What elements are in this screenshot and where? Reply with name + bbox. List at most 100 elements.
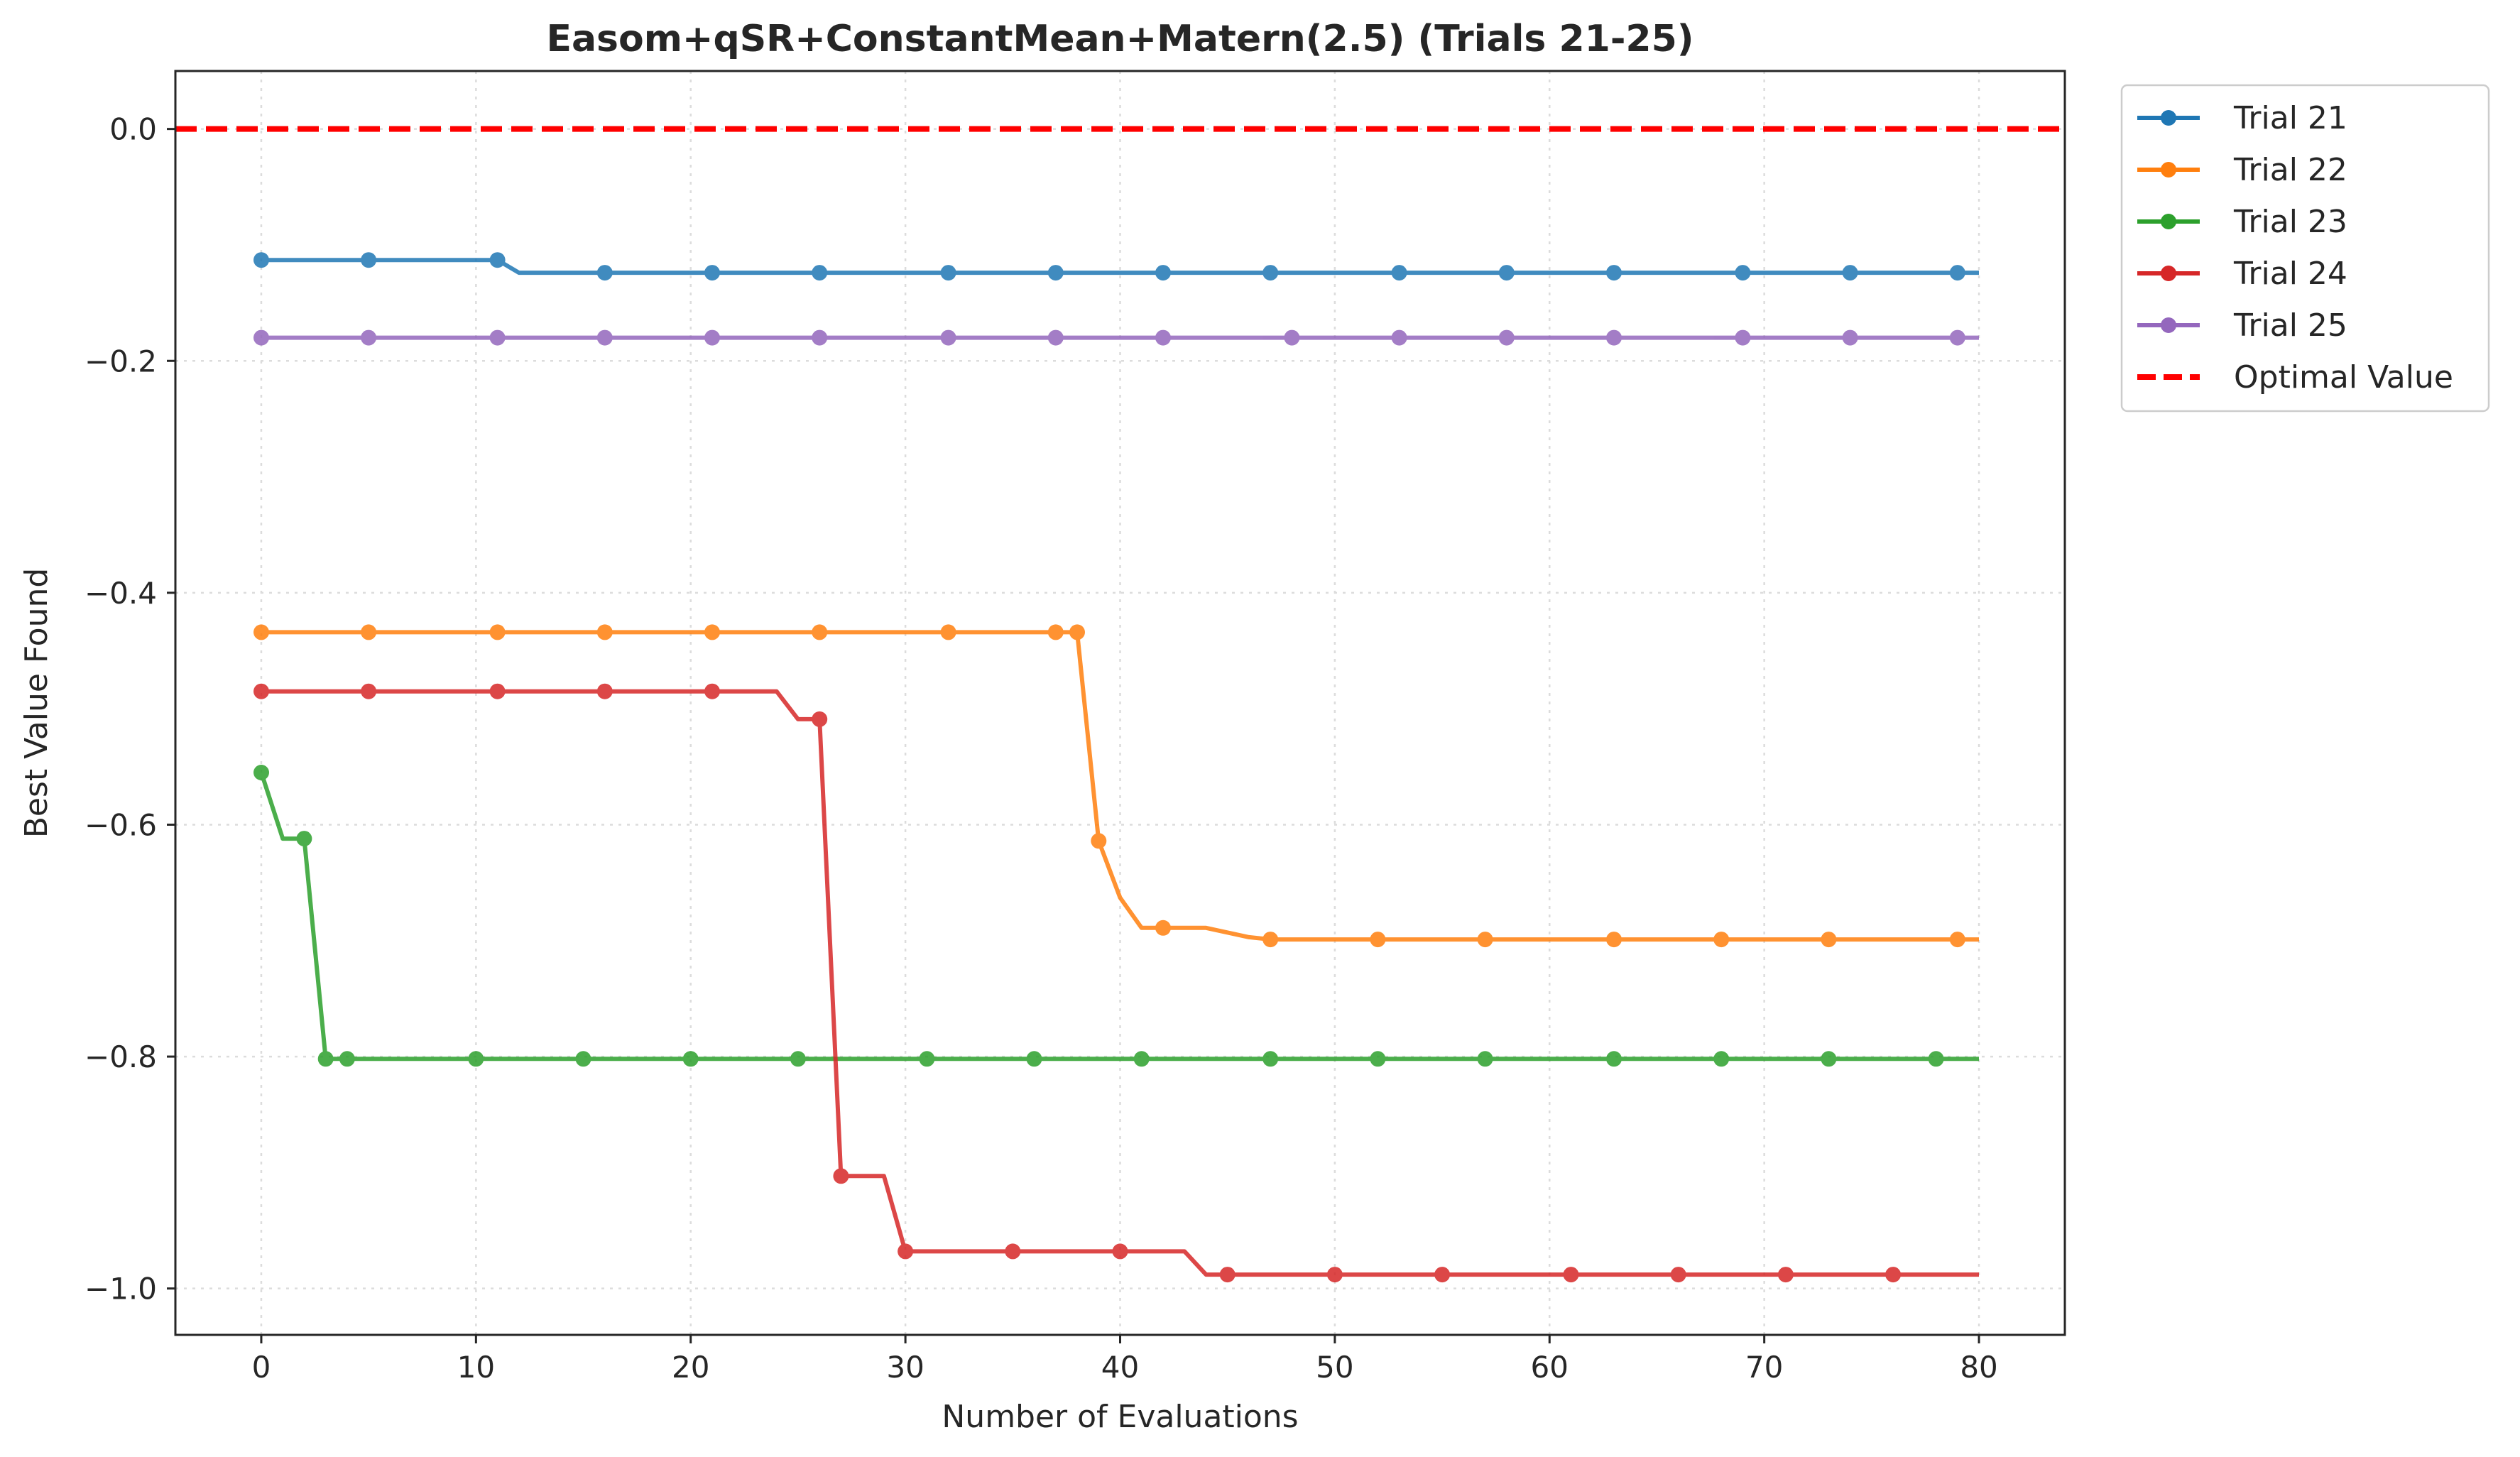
data-point — [1326, 1267, 1343, 1283]
series-trial-25 — [253, 329, 1979, 346]
data-point — [1026, 1051, 1042, 1067]
data-point — [253, 683, 269, 699]
series-trial-23 — [253, 765, 1979, 1067]
data-point — [596, 683, 613, 699]
legend-label: Trial 21 — [2233, 100, 2347, 136]
data-point — [1047, 265, 1064, 281]
data-point — [1047, 624, 1064, 640]
data-point — [1262, 265, 1279, 281]
legend-label: Optimal Value — [2234, 359, 2453, 395]
data-point — [812, 624, 828, 640]
legend-label: Trial 22 — [2233, 152, 2347, 188]
x-tick-label: 30 — [886, 1350, 924, 1385]
data-point — [1133, 1051, 1150, 1067]
data-point — [1842, 329, 1858, 346]
data-point — [1735, 329, 1751, 346]
data-point — [1391, 265, 1407, 281]
series-line — [261, 689, 1979, 1277]
legend-item: Trial 24 — [2137, 256, 2347, 292]
data-point — [489, 252, 506, 268]
legend-label: Trial 25 — [2233, 307, 2347, 344]
data-point — [317, 1051, 334, 1067]
legend-item: Trial 21 — [2137, 100, 2347, 136]
data-point — [1821, 932, 1837, 948]
data-point — [940, 265, 956, 281]
data-point — [1498, 265, 1515, 281]
series-line — [261, 258, 1979, 275]
data-point — [919, 1051, 935, 1067]
data-point — [1563, 1267, 1579, 1283]
data-point — [253, 252, 269, 268]
data-point — [704, 329, 720, 346]
data-point — [1069, 624, 1085, 640]
data-point — [1928, 1051, 1944, 1067]
x-tick-label: 80 — [1960, 1350, 1997, 1385]
data-point — [468, 1051, 484, 1067]
data-point — [596, 624, 613, 640]
tick-layer: 0 10 20 30 40 50 60 70 80 0.0 −0.2 −0.4 −0.6 −0.8 −1.0 — [84, 112, 1998, 1385]
series-trial-24 — [253, 683, 1979, 1283]
x-axis-label: Number of Evaluations — [942, 1399, 1298, 1435]
data-point — [940, 329, 956, 346]
y-tick-label: −0.6 — [84, 807, 157, 842]
data-point — [1477, 1051, 1493, 1067]
legend-box — [2120, 84, 2490, 413]
data-point — [489, 683, 506, 699]
legend-marker — [2161, 317, 2176, 333]
data-point — [898, 1243, 914, 1260]
chart-title: Easom+qSR+ConstantMean+Matern(2.5) (Tria… — [546, 18, 1693, 60]
data-point — [1821, 1051, 1837, 1067]
data-point — [1713, 932, 1730, 948]
data-point — [812, 265, 828, 281]
data-point — [1262, 1051, 1279, 1067]
x-tick-label: 0 — [252, 1350, 271, 1385]
legend-item: Optimal Value — [2137, 359, 2453, 395]
data-point — [489, 624, 506, 640]
data-point — [1949, 932, 1965, 948]
data-point — [1777, 1267, 1794, 1283]
data-point — [1047, 329, 1064, 346]
data-point — [1606, 932, 1622, 948]
data-point — [1949, 329, 1965, 346]
data-point — [1219, 1267, 1236, 1283]
y-tick-label: −0.4 — [84, 576, 157, 611]
data-point — [361, 252, 377, 268]
data-point — [1842, 265, 1858, 281]
y-axis-label: Best Value Found — [18, 568, 55, 839]
data-point — [1477, 932, 1493, 948]
data-point — [1091, 833, 1107, 849]
data-point — [1606, 329, 1622, 346]
x-tick-label: 70 — [1745, 1350, 1783, 1385]
data-point — [704, 265, 720, 281]
data-point — [812, 329, 828, 346]
data-point — [1370, 1051, 1386, 1067]
legend-label: Trial 24 — [2233, 256, 2347, 292]
data-point — [790, 1051, 806, 1067]
data-point — [1262, 932, 1279, 948]
data-point — [833, 1168, 849, 1184]
legend-marker — [2161, 110, 2176, 126]
data-point — [1670, 1267, 1686, 1283]
data-point — [1005, 1243, 1021, 1260]
data-point — [940, 624, 956, 640]
data-point — [704, 683, 720, 699]
x-tick-label: 10 — [457, 1350, 495, 1385]
data-point — [1949, 265, 1965, 281]
data-point — [361, 329, 377, 346]
legend-label: Trial 23 — [2233, 204, 2347, 240]
data-point — [339, 1051, 355, 1067]
data-point — [1112, 1243, 1128, 1260]
legend-marker — [2161, 162, 2176, 178]
data-point — [575, 1051, 591, 1067]
y-tick-label: 0.0 — [109, 112, 157, 147]
data-point — [1155, 329, 1171, 346]
legend: Trial 21 Trial 22 Trial 23 Trial 24 Trial 25… — [2120, 84, 2490, 413]
data-point — [1606, 1051, 1622, 1067]
data-point — [1713, 1051, 1730, 1067]
grid-layer — [175, 71, 2065, 1335]
data-point — [1155, 265, 1171, 281]
data-point — [253, 329, 269, 346]
y-tick-label: −0.8 — [84, 1039, 157, 1074]
